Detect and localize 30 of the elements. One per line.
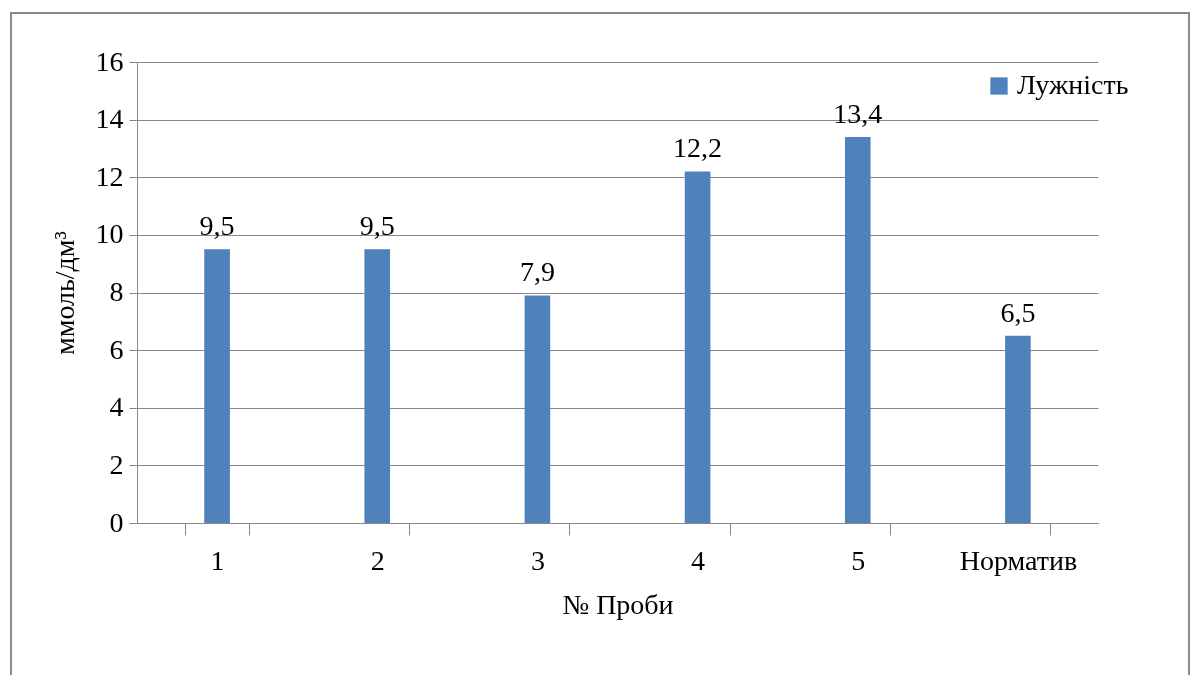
- y-tick-label: 4: [109, 391, 124, 423]
- y-tick-label: 14: [95, 103, 124, 135]
- data-label: 13,4: [833, 97, 883, 129]
- x-axis-title: № Проби: [562, 588, 674, 620]
- y-tick-label: 10: [95, 218, 124, 250]
- y-tick-label: 12: [95, 160, 124, 192]
- y-tick-label: 8: [109, 276, 124, 307]
- bar: [204, 249, 230, 523]
- data-label: 6,5: [1000, 296, 1036, 328]
- x-tick-label: Норматив: [959, 544, 1078, 576]
- data-label: 9,5: [359, 210, 395, 242]
- x-tick-label: 2: [370, 544, 385, 576]
- y-tick-label: 6: [109, 333, 124, 365]
- bar: [364, 249, 391, 523]
- y-tick-label: 2: [109, 448, 124, 480]
- x-tick-label: 3: [530, 544, 545, 576]
- y-tick-label: 16: [95, 45, 124, 77]
- data-label: 9,5: [199, 210, 235, 242]
- y-axis-title: ммоль/дм³: [48, 231, 80, 355]
- x-tick-label: 5: [851, 544, 866, 576]
- bar: [684, 171, 711, 523]
- x-tick-label: 4: [691, 544, 706, 576]
- bar: [844, 136, 871, 523]
- bar: [1005, 335, 1031, 523]
- y-tick-label: 0: [109, 506, 124, 538]
- x-tick-label: 1: [210, 544, 225, 576]
- data-label: 7,9: [519, 256, 555, 288]
- legend-label: Лужність: [1017, 69, 1129, 100]
- bar: [524, 295, 551, 523]
- data-label: 12,2: [673, 132, 723, 164]
